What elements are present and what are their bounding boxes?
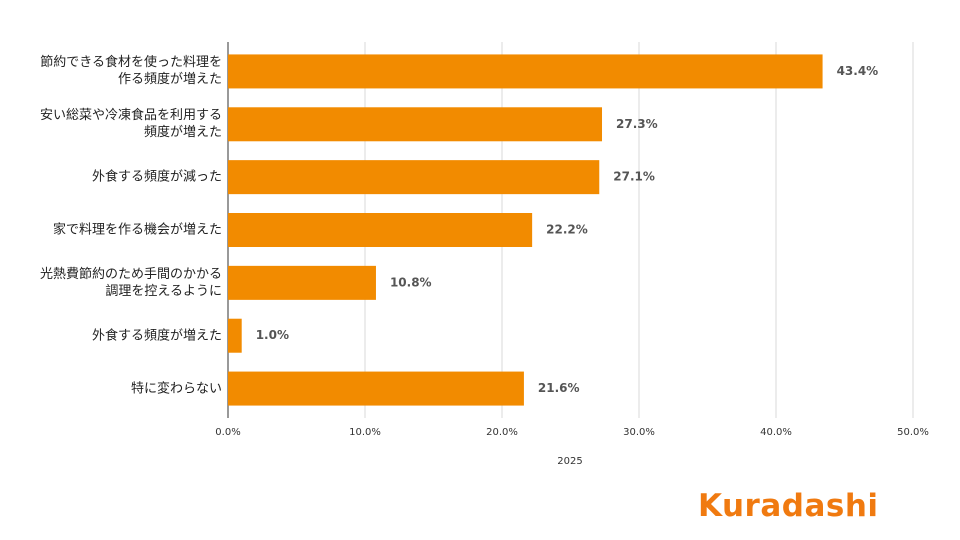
bar xyxy=(228,107,603,142)
x-tick-label: 40.0% xyxy=(760,427,792,438)
value-label: 21.6% xyxy=(538,381,580,395)
value-label: 27.3% xyxy=(616,117,658,131)
y-tick-label: 特に変わらない xyxy=(130,381,222,397)
x-axis-title: 2025 xyxy=(557,456,582,467)
value-label: 27.1% xyxy=(613,170,655,184)
bar xyxy=(228,371,524,406)
value-label: 10.8% xyxy=(390,275,432,289)
bar xyxy=(228,160,600,195)
y-tick-label: 光熱費節約のため手間のかかる調理を控えるように xyxy=(40,266,223,299)
value-label: 22.2% xyxy=(546,223,588,237)
x-tick-label: 0.0% xyxy=(215,427,240,438)
y-tick-label: 節約できる食材を使った料理を作る頻度が増えた xyxy=(40,55,222,88)
bar xyxy=(228,54,823,89)
bar xyxy=(228,318,242,353)
value-label: 1.0% xyxy=(256,328,289,342)
y-tick-label: 外食する頻度が増えた xyxy=(91,328,222,344)
x-tick-label: 10.0% xyxy=(349,427,381,438)
value-label: 43.4% xyxy=(837,64,879,78)
logo: Kuradashi xyxy=(698,488,879,524)
x-tick-label: 30.0% xyxy=(623,427,655,438)
y-tick-label: 家で料理を作る機会が増えた xyxy=(52,222,222,238)
x-tick-label: 20.0% xyxy=(486,427,518,438)
y-tick-label: 外食する頻度が減った xyxy=(91,169,222,185)
y-tick-label: 安い総菜や冷凍食品を利用する頻度が増えた xyxy=(40,108,223,141)
bar xyxy=(228,213,533,247)
x-tick-label: 50.0% xyxy=(897,427,929,438)
bar xyxy=(228,265,376,300)
